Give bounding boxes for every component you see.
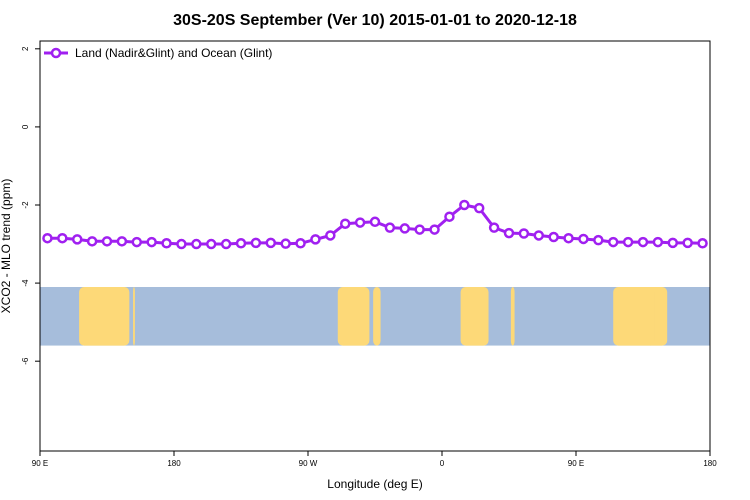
- y-tick-label: -2: [21, 201, 30, 209]
- data-point: [176, 238, 187, 250]
- x-tick-label: 180: [167, 459, 181, 468]
- plot-frame: [39, 40, 711, 452]
- data-point: [205, 238, 217, 250]
- y-tick-label: 2: [21, 46, 30, 51]
- data-point: [161, 238, 172, 249]
- data-point: [146, 236, 157, 248]
- data-point: [667, 237, 679, 249]
- data-point: [265, 237, 277, 249]
- data-point: [593, 234, 604, 246]
- x-tick-label: 90 E: [32, 459, 48, 468]
- y-tick-label: -6: [21, 357, 30, 365]
- x-tick-label: 0: [440, 459, 445, 468]
- data-point: [652, 236, 664, 248]
- legend-marker: [50, 47, 62, 59]
- data-point: [369, 216, 381, 228]
- data-point: [310, 234, 321, 245]
- data-point: [444, 211, 455, 222]
- data-point: [250, 237, 262, 249]
- data-point: [622, 236, 634, 248]
- data-point: [295, 238, 306, 249]
- land-region: [79, 287, 130, 346]
- land-region: [481, 287, 483, 346]
- land-region: [373, 287, 381, 346]
- x-tick-label: 180: [703, 459, 717, 468]
- data-point: [354, 217, 366, 228]
- data-point: [384, 222, 396, 233]
- data-point: [235, 238, 247, 249]
- y-axis: 2 0 -2 -4 -6: [21, 46, 40, 365]
- data-point: [429, 224, 440, 235]
- data-point: [42, 232, 53, 244]
- x-axis-label: Longitude (deg E): [327, 477, 422, 491]
- y-axis-label: XCO2 - MLO trend (ppm): [0, 179, 13, 314]
- land-region: [133, 287, 135, 346]
- data-point: [637, 236, 649, 248]
- land-ocean-mask: [40, 287, 710, 346]
- data-point: [414, 224, 425, 235]
- legend-label: Land (Nadir&Glint) and Ocean (Glint): [75, 46, 272, 60]
- data-point: [325, 230, 336, 241]
- data-point: [503, 227, 515, 239]
- land-region: [460, 287, 489, 346]
- chart-title: 30S-20S September (Ver 10) 2015-01-01 to…: [173, 12, 577, 29]
- legend: Land (Nadir&Glint) and Ocean (Glint): [44, 46, 272, 60]
- land-region: [646, 287, 655, 346]
- data-point: [280, 238, 291, 249]
- data-point: [57, 232, 68, 244]
- data-point: [578, 233, 589, 245]
- data-point: [131, 236, 143, 248]
- data-point: [399, 223, 411, 234]
- x-axis: 90 E 180 90 W 0 90 E 180: [32, 451, 717, 468]
- x-tick-label: 90 W: [299, 459, 318, 468]
- data-point: [86, 236, 98, 247]
- land-region: [510, 287, 515, 346]
- data-point: [339, 218, 351, 229]
- data-point: [101, 236, 113, 247]
- data-point: [682, 237, 693, 249]
- data-point: [459, 199, 470, 211]
- series-layer: [42, 199, 708, 250]
- data-point: [220, 238, 232, 250]
- data-point: [191, 238, 202, 250]
- data-point: [518, 228, 530, 239]
- data-point: [473, 202, 485, 214]
- data-point: [71, 234, 83, 245]
- data-point: [563, 232, 574, 244]
- land-region: [613, 287, 668, 346]
- y-tick-label: 0: [21, 124, 30, 129]
- data-point: [488, 222, 500, 233]
- data-point: [533, 230, 545, 241]
- x-tick-label: 90 E: [568, 459, 584, 468]
- data-point: [697, 238, 708, 249]
- data-point: [548, 231, 559, 243]
- data-point: [607, 236, 619, 248]
- data-point: [116, 236, 128, 247]
- land-region: [337, 287, 370, 346]
- y-tick-label: -4: [21, 279, 30, 287]
